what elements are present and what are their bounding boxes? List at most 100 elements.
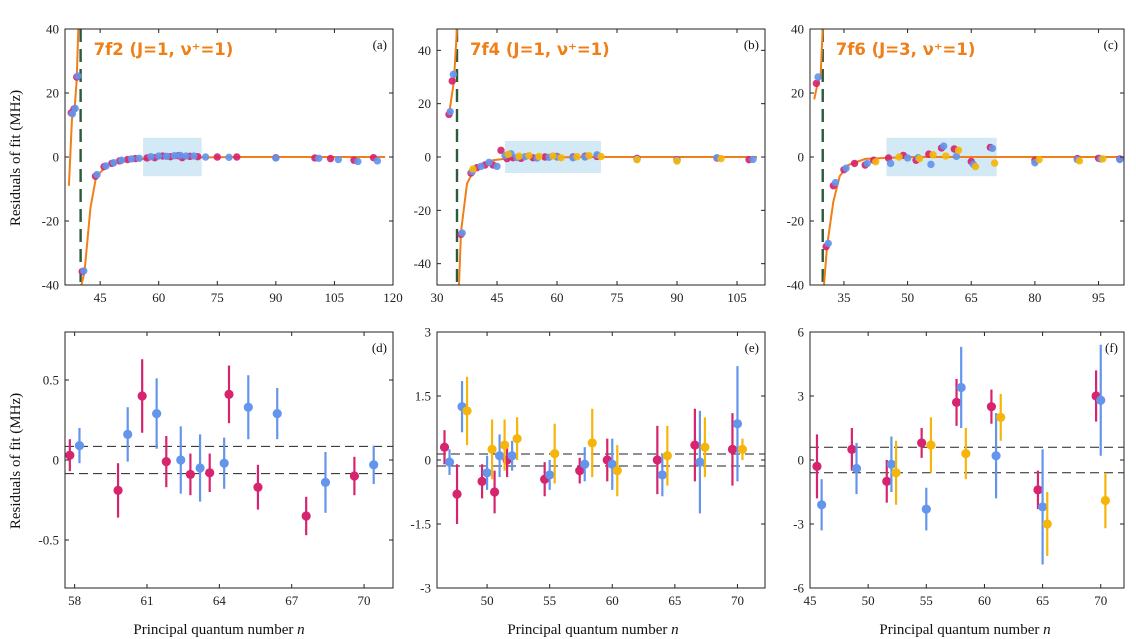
y-tick-label: 0 [798, 453, 805, 468]
data-point [512, 434, 522, 444]
panel-label: (b) [744, 37, 759, 52]
panel-title: 7f2 (J=1, ν⁺=1) [94, 40, 234, 59]
data-point [326, 154, 335, 163]
x-tick-label: 58 [68, 593, 81, 608]
data-point [205, 468, 215, 478]
x-tick-label: 55 [920, 593, 933, 608]
data-point [225, 153, 233, 162]
y-tick-label: 1.5 [415, 389, 431, 404]
panel-label: (c) [1104, 37, 1118, 52]
data-point [695, 457, 705, 467]
data-point [190, 152, 198, 160]
data-point [213, 153, 221, 161]
data-point [161, 457, 171, 467]
x-tick-label: 105 [325, 290, 345, 305]
data-point [162, 152, 171, 161]
x-tick-label: 90 [269, 290, 282, 305]
y-tick-label: -40 [414, 256, 431, 271]
data-point [545, 470, 555, 480]
data-point [915, 154, 924, 163]
data-point [219, 458, 229, 468]
data-point [956, 382, 966, 393]
data-point [127, 155, 136, 163]
data-point [1116, 155, 1124, 164]
data-point [117, 156, 126, 164]
data-point [349, 471, 360, 481]
data-point [182, 152, 190, 160]
y-tick-label: -20 [787, 214, 804, 229]
y-tick-label: 20 [791, 86, 804, 101]
x-tick-label: 45 [804, 593, 817, 608]
data-point [872, 158, 880, 166]
panel-e: 50 55 60 65 70 -3 -1.5 0 1.5 3 (e) [410, 325, 766, 608]
data-point [842, 164, 850, 172]
panel-label: (d) [372, 340, 387, 355]
data-point [895, 153, 903, 161]
y-tick-label: 6 [798, 325, 805, 340]
x-tick-label: 95 [1092, 290, 1105, 305]
data-point [497, 146, 505, 155]
data-point [952, 152, 961, 161]
data-point [597, 152, 605, 161]
data-point [986, 402, 997, 412]
data-point [110, 159, 118, 167]
data-point [633, 155, 641, 164]
x-tick-label: 35 [837, 290, 850, 305]
panel-title: 7f6 (J=3, ν⁺=1) [836, 40, 976, 59]
data-point [65, 450, 75, 460]
data-point [737, 444, 748, 454]
data-point [201, 153, 210, 161]
x-tick-label: 75 [211, 290, 224, 305]
data-point [1033, 485, 1043, 495]
data-point [320, 477, 331, 487]
data-point [929, 151, 937, 159]
x-tick-label: 65 [668, 593, 681, 608]
data-point [135, 154, 143, 162]
data-point [315, 154, 323, 162]
data-point [991, 451, 1001, 461]
data-point [535, 152, 543, 161]
x-tick-label: 70 [1094, 593, 1107, 608]
y-tick-label: -0.5 [38, 533, 59, 548]
data-point [477, 476, 487, 486]
x-tick-label: 120 [383, 290, 403, 305]
data-point [1075, 157, 1084, 165]
data-point [74, 72, 82, 80]
x-tick-label: 50 [901, 290, 914, 305]
data-point [926, 440, 936, 450]
xlabel-e: Principal quantum number n [507, 622, 678, 638]
data-point [446, 107, 454, 116]
data-point [573, 153, 581, 161]
panel-b: 30 45 60 75 90 105 -40 -20 0 20 40 (b) 7f4 (J=1, ν⁺=… [414, 28, 766, 305]
x-tick-label: 70 [731, 593, 744, 608]
plot-area [445, 29, 757, 285]
data-point [652, 455, 662, 465]
data-point [990, 159, 999, 167]
plot-area [437, 366, 765, 524]
data-point [971, 162, 980, 171]
data-point [1035, 155, 1043, 164]
data-point [587, 438, 597, 448]
data-point [927, 160, 935, 169]
y-tick-label: -40 [42, 278, 59, 293]
data-point [831, 178, 840, 187]
data-point [449, 70, 458, 79]
panel-a: 45 60 75 90 105 120 -40 -20 0 20 40 (a) 7f2 (J=1, ν⁺… [42, 22, 403, 306]
data-point [851, 463, 862, 474]
data-point [727, 444, 738, 454]
xlabel-f: Principal quantum number n [879, 622, 1050, 638]
x-tick-label: 60 [606, 593, 619, 608]
data-point [1100, 495, 1110, 506]
y-tick-label: -20 [414, 203, 431, 218]
data-point [80, 267, 88, 275]
x-tick-label: 90 [671, 290, 684, 305]
data-point [176, 151, 184, 160]
data-point [272, 409, 282, 419]
data-point [170, 152, 179, 160]
data-point [487, 444, 497, 454]
x-tick-label: 50 [481, 593, 494, 608]
data-point [462, 406, 472, 416]
data-point [507, 451, 517, 461]
data-point [155, 152, 163, 160]
